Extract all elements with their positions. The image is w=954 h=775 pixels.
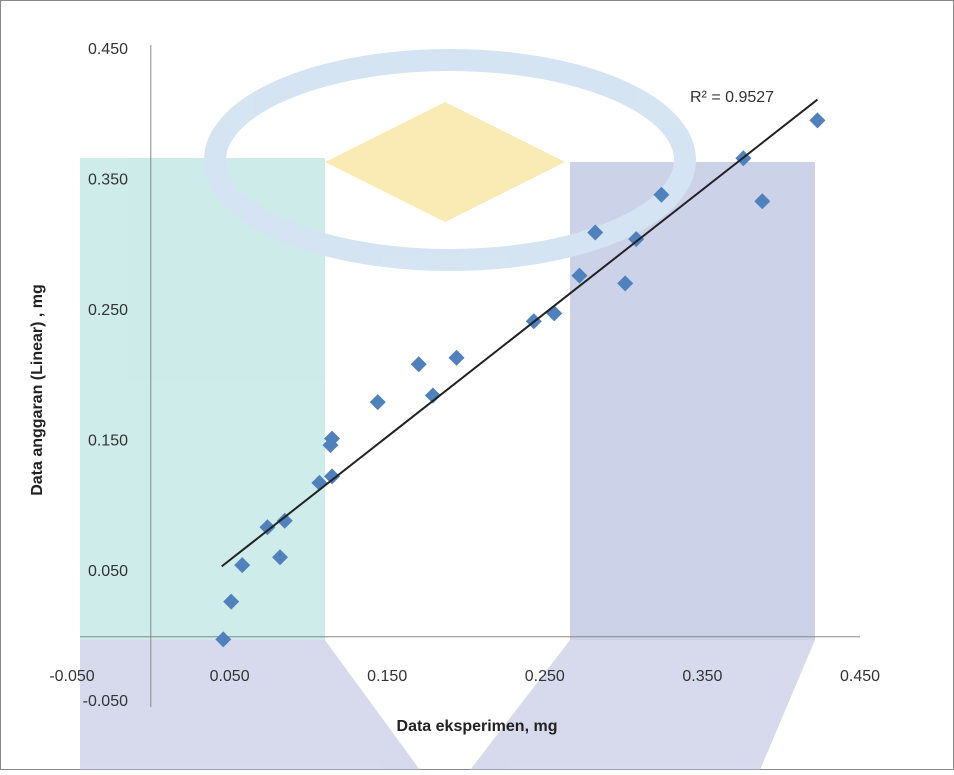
x-tick-label: 0.050 [210, 668, 250, 685]
x-tick-label: 0.250 [525, 668, 565, 685]
y-tick-label: 0.450 [88, 41, 128, 58]
x-tick-label: -0.050 [49, 668, 94, 685]
x-tick-label: 0.150 [367, 668, 407, 685]
y-tick-label: 0.250 [88, 302, 128, 319]
y-axis-title: Data anggaran (Linear) , mg [29, 284, 46, 496]
x-tick-label: 0.450 [840, 668, 880, 685]
x-axis-title: Data eksperimen, mg [397, 718, 558, 735]
y-tick-label: 0.350 [88, 172, 128, 189]
y-tick-label: 0.050 [88, 563, 128, 580]
x-tick-label: 0.350 [682, 668, 722, 685]
r-squared: R² = 0.9527 [690, 89, 774, 106]
chart: R² = 0.9527 Data eksperimen, mg Data ang… [0, 0, 954, 770]
y-tick-label: -0.050 [83, 693, 128, 710]
page: R² = 0.9527 Data eksperimen, mg Data ang… [0, 0, 954, 775]
y-tick-label: 0.150 [88, 432, 128, 449]
